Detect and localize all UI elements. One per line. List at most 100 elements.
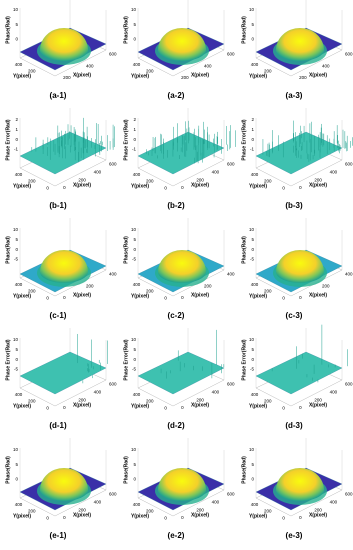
dome: [276, 250, 324, 283]
x-tick-label: 600: [109, 382, 117, 387]
z-tick-label: 5: [15, 347, 18, 352]
x-tick-label: 0: [299, 185, 302, 190]
x-tick-label: 400: [330, 390, 338, 395]
x-tick-label: 600: [227, 492, 235, 497]
z-tick-label: 5: [15, 462, 18, 467]
y-tick-label: 200: [28, 69, 36, 74]
x-tick-label: 600: [345, 52, 353, 57]
y-axis-label: Y(pixel): [13, 183, 31, 189]
z-axis-label: Phase Error(Rad): [241, 119, 247, 160]
x-tick-label: 400: [109, 272, 117, 277]
surface-base: [19, 131, 107, 175]
y-tick-label: 0: [164, 296, 167, 301]
x-tick-label: 200: [204, 283, 212, 288]
panel: 10 5 0 Phase(Rad) 400 200 0 Y(pixel) 0 200 400 600 X…: [241, 438, 353, 540]
x-axis-label: X(pixel): [191, 182, 209, 188]
y-tick-label: 400: [15, 282, 23, 287]
z-tick-label: -5: [14, 257, 18, 262]
x-axis-label: X(pixel): [191, 402, 209, 408]
panel-label: (c-2): [168, 311, 185, 320]
x-tick-label: 0: [63, 185, 66, 190]
z-tick-label: 0: [133, 37, 136, 42]
z-tick-label: 5: [251, 462, 254, 467]
y-tick-label: 0: [282, 516, 285, 521]
dome: [158, 28, 206, 61]
z-axis-label: Phase(Rad): [241, 236, 247, 264]
z-axis-label: Phase Error(Rad): [5, 339, 11, 380]
x-tick-label: 400: [330, 500, 338, 505]
x-tick-label: 400: [212, 390, 220, 395]
x-axis-label: X(pixel): [73, 72, 91, 78]
z-tick-label: 1: [251, 127, 254, 132]
x-tick-label: 200: [314, 507, 322, 512]
z-axis-label: Phase(Rad): [241, 456, 247, 484]
x-tick-label: 600: [227, 382, 235, 387]
dome: [158, 250, 206, 283]
panel: 10 5 0 Phase(Rad) 400 200 0 Y(pixel) 0 200 400 600 X…: [5, 438, 117, 540]
z-tick-label: 2: [251, 117, 254, 122]
x-tick-label: 200: [181, 75, 189, 80]
panel-label: (a-2): [168, 91, 185, 100]
z-tick-label: -1: [14, 147, 18, 152]
y-tick-label: 400: [133, 282, 141, 287]
z-axis-label: Phase(Rad): [123, 236, 129, 264]
z-tick-label: 5: [133, 462, 136, 467]
z-tick-label: 0: [15, 357, 18, 362]
y-tick-label: 0: [164, 406, 167, 411]
x-tick-label: 200: [78, 177, 86, 182]
z-tick-label: -5: [132, 367, 136, 372]
y-axis-label: Y(pixel): [13, 293, 31, 299]
z-tick-label: -1: [250, 147, 254, 152]
y-tick-label: 200: [146, 69, 154, 74]
surface-base: [19, 351, 107, 395]
y-tick-label: 0: [46, 186, 49, 191]
x-tick-label: 600: [345, 492, 353, 497]
x-tick-label: 0: [63, 295, 66, 300]
x-tick-label: 200: [196, 397, 204, 402]
y-tick-label: 400: [251, 172, 259, 177]
x-tick-label: 0: [181, 515, 184, 520]
z-tick-label: 0: [251, 477, 254, 482]
y-tick-label: 200: [28, 289, 36, 294]
z-tick-label: 0: [251, 247, 254, 252]
dome: [276, 28, 324, 61]
z-axis-label: Phase Error(Rad): [123, 119, 129, 160]
x-tick-label: 600: [227, 52, 235, 57]
y-tick-label: 200: [146, 179, 154, 184]
x-tick-label: 600: [345, 382, 353, 387]
z-tick-label: 0: [15, 137, 18, 142]
dome: [40, 468, 88, 501]
y-tick-label: 400: [133, 392, 141, 397]
z-tick-label: 5: [133, 347, 136, 352]
y-tick-label: 400: [251, 502, 259, 507]
surface-base: [255, 131, 343, 175]
z-tick-label: 0: [133, 477, 136, 482]
y-tick-label: 400: [251, 62, 259, 67]
x-tick-label: 400: [212, 500, 220, 505]
y-tick-label: 200: [264, 69, 272, 74]
panel-label: (b-2): [167, 201, 185, 210]
z-tick-label: 0: [15, 247, 18, 252]
x-tick-label: 200: [322, 283, 330, 288]
z-axis-label: Phase(Rad): [5, 456, 11, 484]
y-tick-label: 400: [133, 502, 141, 507]
x-axis-label: X(pixel): [309, 292, 327, 298]
z-tick-label: 10: [249, 227, 255, 232]
x-axis-label: X(pixel): [309, 72, 327, 78]
y-axis-label: Y(pixel): [13, 73, 31, 79]
y-tick-label: 0: [164, 186, 167, 191]
z-axis-label: Phase(Rad): [5, 16, 11, 44]
x-tick-label: 200: [78, 507, 86, 512]
x-tick-label: 200: [196, 507, 204, 512]
x-tick-label: 600: [109, 52, 117, 57]
x-tick-label: 0: [299, 515, 302, 520]
x-tick-label: 600: [227, 162, 235, 167]
x-axis-label: X(pixel): [309, 182, 327, 188]
x-axis-label: X(pixel): [191, 292, 209, 298]
y-tick-label: 200: [146, 289, 154, 294]
x-tick-label: 400: [345, 272, 353, 277]
